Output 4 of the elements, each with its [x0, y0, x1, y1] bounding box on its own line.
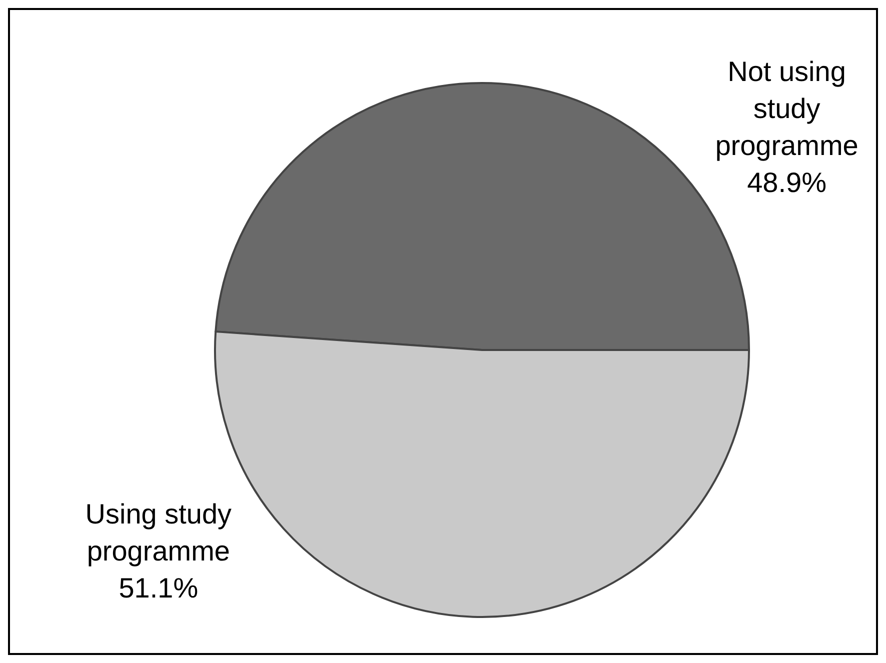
slice-label: Not using study programme: [715, 55, 858, 160]
data-label: 51.1%: [118, 572, 198, 604]
slice-label: Using study programme: [85, 498, 232, 566]
data-label: 48.9%: [747, 166, 826, 198]
